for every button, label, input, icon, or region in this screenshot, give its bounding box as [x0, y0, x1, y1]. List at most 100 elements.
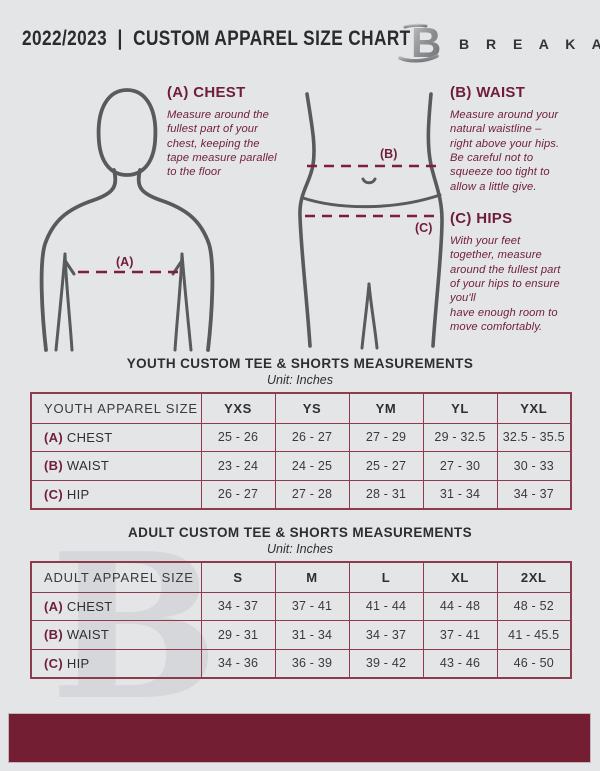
youth-waist-label: (B) WAIST	[30, 451, 202, 481]
youth-hip-ys: 27 - 28	[274, 479, 350, 509]
youth-chest-label: (A) CHEST	[30, 422, 202, 452]
youth-table-header-row: YOUTH APPAREL SIZE YXS YS YM YL YXL	[30, 392, 572, 424]
hips-guide-text: With your feet together, measure around …	[450, 235, 561, 333]
waist-marker-label: (B)	[380, 147, 397, 161]
youth-waist-ys: 24 - 25	[274, 451, 350, 481]
youth-size-ym: YM	[348, 392, 424, 424]
adult-hip-2xl: 46 - 50	[496, 648, 572, 678]
row-marker: (A)	[44, 598, 63, 614]
adult-chest-m: 37 - 41	[274, 591, 350, 621]
figure-navel	[361, 177, 377, 185]
youth-chest-ys: 26 - 27	[274, 422, 350, 452]
figure-waistband-curve	[301, 193, 442, 209]
logo-bottom-stroke	[398, 54, 439, 63]
adult-size-xl: XL	[422, 561, 498, 593]
figure-right-hip-leg	[426, 92, 444, 348]
hip-marker-label: (C)	[415, 221, 432, 235]
youth-hip-yl: 31 - 34	[422, 479, 498, 509]
chest-guide-heading: (A) CHEST	[167, 84, 246, 101]
figure-left-inner-leg	[360, 282, 371, 350]
youth-waist-yl: 27 - 30	[422, 451, 498, 481]
youth-size-column-header: YOUTH APPAREL SIZE	[30, 392, 202, 424]
youth-unit-label: Unit: Inches	[266, 373, 333, 387]
row-marker: (C)	[44, 486, 63, 502]
adult-chest-row: (A) CHEST 34 - 37 37 - 41 41 - 44 44 - 4…	[30, 591, 572, 621]
breakaway-logo-icon: B	[398, 20, 441, 66]
youth-size-yl: YL	[422, 392, 498, 424]
figure-left-shoulder-arm	[39, 168, 118, 352]
figure-right-shoulder-arm	[136, 168, 215, 352]
figure-left-inner-arm	[54, 252, 67, 352]
figure-right-inner-leg	[367, 282, 379, 350]
row-marker: (B)	[44, 627, 63, 643]
figure-head	[96, 88, 158, 177]
adult-size-table: ADULT APPAREL SIZE S M L XL 2XL (A) CHES…	[30, 561, 572, 679]
adult-size-s: S	[200, 561, 276, 593]
adult-hip-s: 34 - 36	[200, 648, 276, 678]
adult-section-title: ADULT CUSTOM TEE & SHORTS MEASUREMENTS	[128, 525, 472, 540]
brand-name: B R E A K A W A Y	[459, 36, 600, 52]
footer-bar	[8, 713, 591, 763]
adult-waist-l: 34 - 37	[348, 620, 424, 650]
row-marker: (B)	[44, 458, 63, 474]
youth-hip-row: (C) HIP 26 - 27 27 - 28 28 - 31 31 - 34 …	[30, 479, 572, 509]
youth-chest-yxs: 25 - 26	[200, 422, 276, 452]
youth-chest-yxl: 32.5 - 35.5	[496, 422, 572, 452]
adult-size-column-header: ADULT APPAREL SIZE	[30, 561, 202, 593]
adult-hip-m: 36 - 39	[274, 648, 350, 678]
figure-right-inner-arm	[180, 252, 193, 352]
row-marker: (A)	[44, 429, 63, 445]
adult-hip-xl: 43 - 46	[422, 648, 498, 678]
adult-waist-2xl: 41 - 45.5	[496, 620, 572, 650]
upper-body-figure: (A)	[39, 88, 215, 352]
youth-chest-yl: 29 - 32.5	[422, 422, 498, 452]
youth-waist-yxs: 23 - 24	[200, 451, 276, 481]
youth-chest-ym: 27 - 29	[348, 422, 424, 452]
chest-marker-label: (A)	[116, 255, 133, 269]
lower-body-figure: (B) (C)	[298, 92, 444, 350]
adult-unit-label: Unit: Inches	[266, 542, 333, 556]
adult-waist-s: 29 - 31	[200, 620, 276, 650]
adult-chest-l: 41 - 44	[348, 591, 424, 621]
logo-top-stroke	[403, 23, 428, 29]
adult-waist-m: 31 - 34	[274, 620, 350, 650]
hips-guide: (C) HIPS With your feet together, measur…	[450, 210, 590, 334]
adult-waist-row: (B) WAIST 29 - 31 31 - 34 34 - 37 37 - 4…	[30, 620, 572, 650]
adult-size-l: L	[348, 561, 424, 593]
figure-left-armpit-notch	[64, 260, 76, 276]
youth-hip-yxl: 34 - 37	[496, 479, 572, 509]
youth-hip-label: (C) HIP	[30, 479, 202, 509]
adult-hip-l: 39 - 42	[348, 648, 424, 678]
waist-guide-text: Measure around your natural waistline – …	[450, 109, 560, 193]
youth-chest-row: (A) CHEST 25 - 26 26 - 27 27 - 29 29 - 3…	[30, 422, 572, 452]
youth-waist-yxl: 30 - 33	[496, 451, 572, 481]
chest-guide-text: Measure around the fullest part of your …	[167, 109, 277, 179]
chest-guide: (A) CHEST Measure around the fullest par…	[167, 84, 307, 180]
youth-size-yxs: YXS	[200, 392, 276, 424]
youth-size-yxl: YXL	[496, 392, 572, 424]
youth-size-table: YOUTH APPAREL SIZE YXS YS YM YL YXL (A) …	[30, 392, 572, 510]
waist-guide-heading: (B) WAIST	[450, 84, 526, 101]
youth-hip-yxs: 26 - 27	[200, 479, 276, 509]
youth-hip-ym: 28 - 31	[348, 479, 424, 509]
adult-table-header-row: ADULT APPAREL SIZE S M L XL 2XL	[30, 561, 572, 593]
adult-hip-label: (C) HIP	[30, 648, 202, 678]
adult-chest-xl: 44 - 48	[422, 591, 498, 621]
youth-size-ys: YS	[274, 392, 350, 424]
adult-size-2xl: 2XL	[496, 561, 572, 593]
adult-waist-label: (B) WAIST	[30, 620, 202, 650]
adult-size-m: M	[274, 561, 350, 593]
adult-hip-row: (C) HIP 34 - 36 36 - 39 39 - 42 43 - 46 …	[30, 648, 572, 678]
adult-chest-s: 34 - 37	[200, 591, 276, 621]
row-marker: (C)	[44, 655, 63, 671]
hips-guide-heading: (C) HIPS	[450, 210, 513, 227]
adult-chest-2xl: 48 - 52	[496, 591, 572, 621]
page-title: 2022/2023 | CUSTOM APPAREL SIZE CHART	[22, 27, 411, 50]
youth-section-title: YOUTH CUSTOM TEE & SHORTS MEASUREMENTS	[126, 356, 474, 371]
youth-waist-row: (B) WAIST 23 - 24 24 - 25 25 - 27 27 - 3…	[30, 451, 572, 481]
youth-waist-ym: 25 - 27	[348, 451, 424, 481]
adult-waist-xl: 37 - 41	[422, 620, 498, 650]
adult-chest-label: (A) CHEST	[30, 591, 202, 621]
waist-guide: (B) WAIST Measure around your natural wa…	[450, 84, 580, 194]
